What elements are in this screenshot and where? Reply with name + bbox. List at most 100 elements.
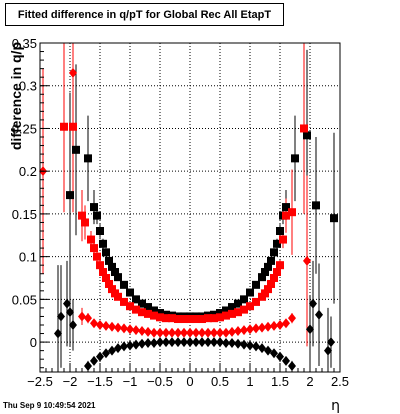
data-point-diamond: [156, 327, 164, 338]
data-point-square: [246, 288, 254, 297]
y-axis-label: difference in q/p: [8, 42, 24, 150]
data-point-square: [186, 315, 194, 324]
data-point-diamond: [276, 351, 284, 362]
data-point-square: [273, 268, 281, 277]
data-point-diamond: [66, 307, 74, 318]
data-point-diamond: [192, 327, 200, 338]
data-point-diamond: [228, 326, 236, 337]
data-point-square: [102, 248, 110, 257]
data-point-square: [105, 256, 113, 265]
data-point-diamond: [138, 325, 146, 336]
x-tick-label: −1: [123, 374, 138, 389]
data-point-diamond: [180, 337, 188, 348]
data-point-diamond: [222, 337, 230, 348]
data-point-square: [330, 214, 338, 223]
data-point-square: [126, 288, 134, 297]
data-point-diamond: [303, 255, 311, 266]
data-point-diamond: [114, 343, 122, 354]
x-tick-label: −0.5: [147, 374, 173, 389]
data-point-diamond: [264, 345, 272, 356]
axes-frame: [39, 42, 341, 373]
data-point-diamond: [132, 339, 140, 350]
data-point-square: [168, 314, 176, 323]
data-point-square: [276, 261, 284, 270]
data-point-diamond: [120, 323, 128, 334]
data-point-diamond: [84, 361, 92, 372]
data-point-diamond: [69, 67, 77, 78]
data-point-square: [216, 313, 224, 322]
data-point-diamond: [210, 337, 218, 348]
data-point-diamond: [288, 313, 296, 324]
data-point-square: [216, 309, 224, 318]
data-point-diamond: [156, 337, 164, 348]
data-point-square: [288, 208, 296, 217]
data-point-square: [90, 244, 98, 253]
data-point-diamond: [234, 338, 242, 349]
data-point-diamond: [126, 324, 134, 335]
data-point-square: [150, 306, 158, 315]
data-point-square: [261, 289, 269, 298]
markers: [39, 67, 338, 372]
data-point-square: [120, 297, 128, 306]
x-tick-label: 2: [306, 374, 313, 389]
data-point-diamond: [138, 338, 146, 349]
data-point-square: [162, 314, 170, 323]
data-point-diamond: [180, 327, 188, 338]
data-point-square: [210, 314, 218, 323]
data-point-square: [93, 252, 101, 261]
x-tick-label: 1.5: [271, 374, 289, 389]
data-point-diamond: [174, 337, 182, 348]
data-point-square: [120, 280, 128, 289]
data-point-square: [204, 314, 212, 323]
data-point-square: [198, 315, 206, 324]
data-point-square: [258, 273, 266, 282]
data-point-diamond: [198, 327, 206, 338]
data-point-square: [222, 306, 230, 315]
data-point-diamond: [228, 337, 236, 348]
data-point-square: [87, 235, 95, 244]
data-point-diamond: [258, 343, 266, 354]
data-point-square: [81, 218, 89, 227]
data-point-square: [72, 145, 80, 154]
data-point-diamond: [162, 337, 170, 348]
data-point-square: [108, 285, 116, 294]
data-point-diamond: [216, 337, 224, 348]
data-point-diamond: [258, 322, 266, 333]
data-point-square: [282, 211, 290, 220]
data-point-square: [114, 292, 122, 301]
x-tick-label: 1: [246, 374, 253, 389]
data-point-diamond: [306, 324, 314, 335]
data-point-square: [267, 279, 275, 288]
data-point-square: [69, 122, 77, 131]
x-axis-label: η: [331, 398, 340, 414]
data-point-square: [99, 268, 107, 277]
data-point-square: [108, 262, 116, 271]
data-point-diamond: [96, 351, 104, 362]
data-point-diamond: [204, 337, 212, 348]
data-point-square: [234, 308, 242, 317]
data-point-square: [84, 154, 92, 163]
data-point-square: [111, 268, 119, 277]
data-point-diamond: [54, 328, 62, 339]
data-point-diamond: [150, 327, 158, 338]
data-point-square: [252, 280, 260, 289]
data-point-diamond: [132, 325, 140, 336]
data-point-diamond: [282, 355, 290, 366]
data-point-diamond: [204, 327, 212, 338]
data-point-diamond: [288, 361, 296, 372]
data-point-diamond: [216, 327, 224, 338]
data-point-diamond: [84, 313, 92, 324]
data-point-square: [105, 279, 113, 288]
data-point-diamond: [282, 318, 290, 329]
data-point-square: [264, 262, 272, 271]
data-point-diamond: [327, 337, 335, 348]
data-point-square: [156, 309, 164, 318]
data-point-diamond: [126, 340, 134, 351]
data-point-square: [144, 303, 152, 312]
chart-title: Fitted difference in q/pT for Global Rec…: [5, 3, 284, 26]
data-point-square: [78, 211, 86, 220]
data-point-diamond: [234, 325, 242, 336]
timestamp: Thu Sep 9 10:49:54 2021: [3, 401, 96, 410]
data-point-square: [138, 308, 146, 317]
x-tick-label: −1.5: [87, 374, 113, 389]
